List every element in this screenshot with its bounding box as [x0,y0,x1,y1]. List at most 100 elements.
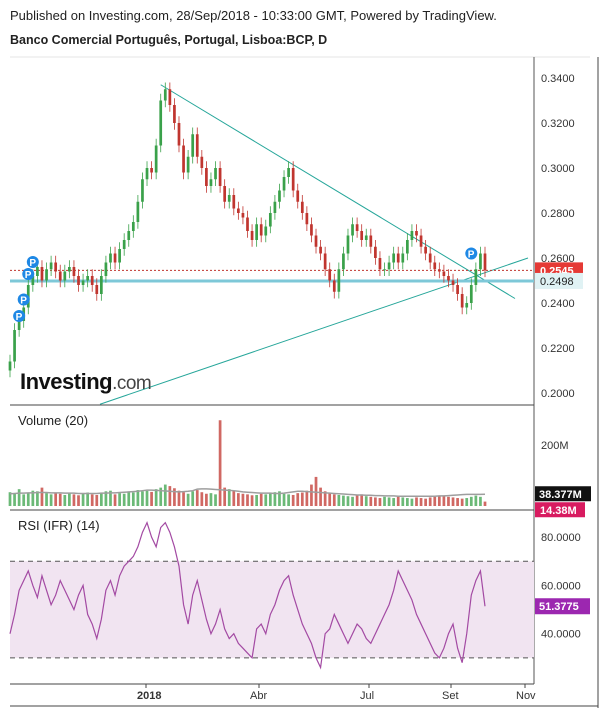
candle-body [218,168,222,186]
volume-bar [392,498,396,506]
price-tick-label: 0.2800 [541,208,575,220]
volume-panel [8,420,487,506]
candle-body [77,276,80,285]
candle-body [273,201,277,213]
rsi-title: RSI (IFR) (14) [18,518,100,533]
volume-bar [214,494,217,506]
candle-body [355,224,359,231]
volume-bar [337,494,341,506]
volume-bar [305,490,309,506]
price-tick-label: 0.3200 [541,118,575,130]
volume-bar [40,487,44,506]
candle-body [282,177,286,191]
candle-body [104,262,108,276]
volume-bar [54,492,58,506]
volume-bar [465,498,469,506]
candle-body [428,253,432,263]
volume-bar [232,490,236,506]
candle-body [250,231,254,240]
volume-bar [159,487,163,506]
candle-body [81,280,85,285]
volume-bar [469,496,473,506]
price-tick-label: 0.2400 [541,298,575,310]
volume-bar [173,488,176,506]
candle-body [200,156,204,168]
volume-bar [246,494,249,506]
volume-bar [319,487,322,506]
volume-bar [273,492,277,506]
price-tick-label: 0.3000 [541,163,575,175]
candle-body [58,271,62,281]
volume-bar [410,498,414,506]
candle-body [113,253,117,263]
volume-bar [351,496,354,506]
candle-body [237,208,240,213]
event-marker-label: P [29,258,36,269]
volume-bar [259,493,263,506]
candle-body [99,276,103,294]
volume-bar [342,495,345,506]
volume-bar [72,494,76,506]
volume-bar [200,492,204,506]
candle-body [314,235,318,247]
candle-body [310,224,313,236]
volume-bar [369,496,373,506]
volume-bar [145,490,149,506]
candle-body [168,89,172,105]
candle-body [323,253,327,270]
candle-body [95,285,99,294]
candle-body [383,269,386,271]
investing-logo: Investing.com [20,369,152,395]
published-note: Published on Investing.com, 28/Sep/2018 … [10,8,497,23]
volume-ma-label: 38.377M [539,489,582,501]
chart-title: Banco Comercial Português, Portugal, Lis… [10,33,328,47]
volume-bar [113,494,117,506]
price-tick-label: 0.2600 [541,253,575,265]
volume-bar [346,496,350,506]
volume-bar [223,487,227,506]
candle-body [405,240,409,254]
candle-body [131,222,135,231]
volume-bar [323,491,327,506]
volume-bar [141,491,144,506]
candle-body [300,201,304,213]
event-marker-label: P [25,270,32,281]
candle-body [369,235,373,247]
candle-body [186,156,190,173]
volume-bar [36,491,39,506]
volume-bar [355,495,359,506]
volume-bar [424,498,427,506]
candle-body [396,253,400,263]
candle-body [437,269,441,272]
volume-bar [378,498,382,506]
event-marker-label: P [468,250,475,261]
candle-body [474,269,478,285]
last-volume-badge [535,502,585,518]
rsi-line [9,521,486,670]
event-marker [17,293,30,306]
candle-body [433,262,437,270]
volume-bar [191,491,195,506]
volume-bar [99,493,103,506]
volume-bar [419,498,423,506]
volume-bar [237,493,240,506]
price-tick-label: 0.3400 [541,73,575,85]
volume-bar [95,494,99,506]
descending-trendline [160,84,516,299]
volume-bar [387,497,391,506]
volume-bar [109,490,112,506]
volume-bar [479,496,482,506]
volume-bar [374,497,377,506]
candle-body [460,294,464,308]
rsi-tick-label: 80.0000 [541,532,581,544]
volume-bar [278,491,281,506]
candle-body [332,280,336,292]
rsi-last-badge [535,598,590,615]
candle-body [342,253,345,270]
volume-bar [250,495,254,506]
candle-body [136,201,140,222]
candle-body [173,105,176,123]
volume-bar [186,493,190,506]
volume-bar [195,490,199,506]
